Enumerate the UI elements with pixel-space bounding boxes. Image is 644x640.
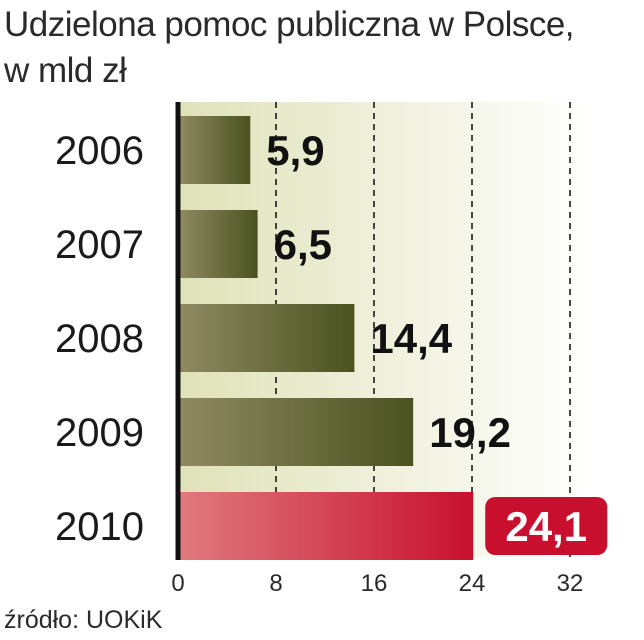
x-tick-label-32: 32 (557, 570, 584, 597)
value-label-2010: 24,1 (505, 503, 587, 550)
bar-2006 (178, 116, 251, 184)
bar-2007 (178, 210, 258, 278)
title-line-1: Udzielona pomoc publiczna w Polsce, (4, 5, 575, 44)
value-label-2006: 5,9 (266, 127, 324, 174)
chart-title: Udzielona pomoc publiczna w Polsce, w ml… (4, 2, 640, 94)
category-label-2008: 2008 (55, 317, 144, 361)
category-label-2009: 2009 (55, 411, 144, 455)
source-note: źródło: UOKiK (4, 606, 163, 634)
x-tick-label-0: 0 (171, 570, 184, 597)
value-label-2009: 19,2 (429, 409, 511, 456)
category-label-2010: 2010 (55, 505, 144, 549)
x-tick-label-24: 24 (459, 570, 486, 597)
value-badge-2010 (485, 497, 608, 555)
value-label-2008: 14,4 (370, 315, 452, 362)
x-tick-label-16: 16 (361, 570, 388, 597)
bar-2010 (178, 492, 474, 560)
bar-chart: 2006 5,9 2007 6,5 2008 14,4 2009 19,2 2010 24,1 0… (55, 102, 608, 597)
value-label-2007: 6,5 (274, 221, 332, 268)
bar-2008 (178, 304, 355, 372)
category-label-2006: 2006 (55, 129, 144, 173)
x-tick-label-8: 8 (269, 570, 282, 597)
title-line-2: w mld zł (4, 51, 127, 90)
bar-2009 (178, 398, 414, 466)
category-label-2007: 2007 (55, 223, 144, 267)
